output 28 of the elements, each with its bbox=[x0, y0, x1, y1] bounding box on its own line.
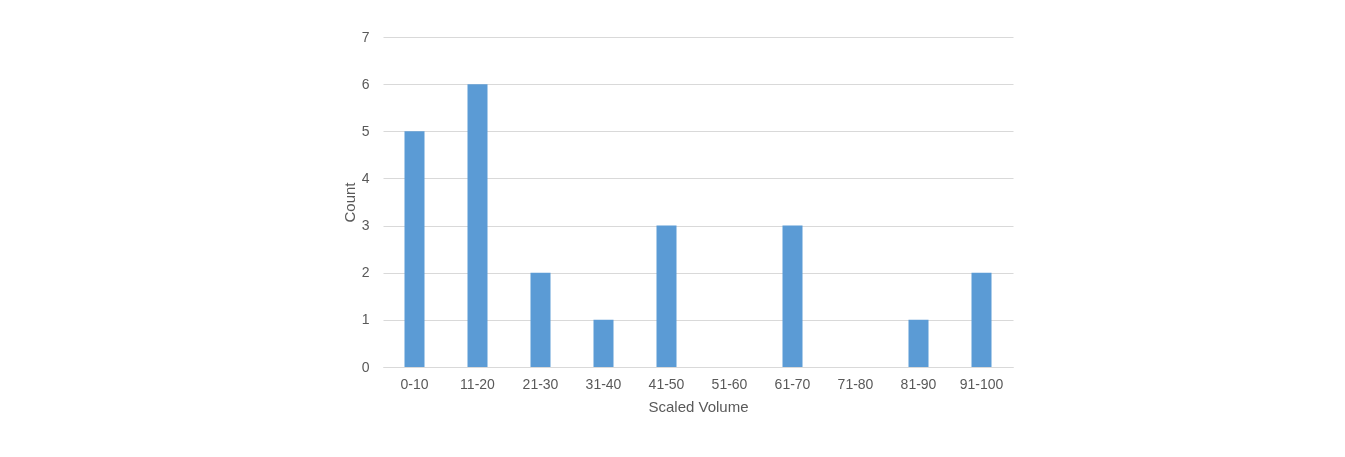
y-tick-label: 6 bbox=[361, 75, 370, 92]
x-tick-label: 51-60 bbox=[711, 375, 748, 392]
x-axis-title: Scaled Volume bbox=[648, 397, 749, 415]
y-tick-label: 0 bbox=[361, 358, 370, 375]
y-tick-label: 7 bbox=[361, 28, 370, 45]
bar bbox=[530, 272, 551, 367]
x-tick-label: 11-20 bbox=[460, 375, 496, 392]
x-tick-label: 91-100 bbox=[959, 375, 1004, 392]
x-tick-label: 31-40 bbox=[585, 375, 622, 392]
x-tick-label: 41-50 bbox=[648, 375, 685, 392]
x-tick-label: 61-70 bbox=[774, 375, 811, 392]
bar bbox=[467, 84, 488, 367]
bar bbox=[908, 319, 929, 367]
x-tick-label: 71-80 bbox=[837, 375, 874, 392]
bar bbox=[593, 319, 614, 367]
y-axis-title: Count bbox=[340, 181, 358, 223]
y-tick-label: 5 bbox=[361, 122, 370, 139]
x-tick-label: 21-30 bbox=[522, 375, 559, 392]
bar bbox=[782, 225, 803, 367]
bar bbox=[656, 225, 677, 367]
bar bbox=[404, 131, 425, 367]
x-tick-label: 0-10 bbox=[400, 375, 429, 392]
y-tick-label: 3 bbox=[361, 217, 370, 234]
y-tick-label: 1 bbox=[361, 311, 370, 328]
x-tick-label: 81-90 bbox=[900, 375, 937, 392]
bar bbox=[971, 272, 992, 367]
y-tick-label: 4 bbox=[361, 169, 370, 186]
y-tick-label: 2 bbox=[361, 264, 370, 281]
